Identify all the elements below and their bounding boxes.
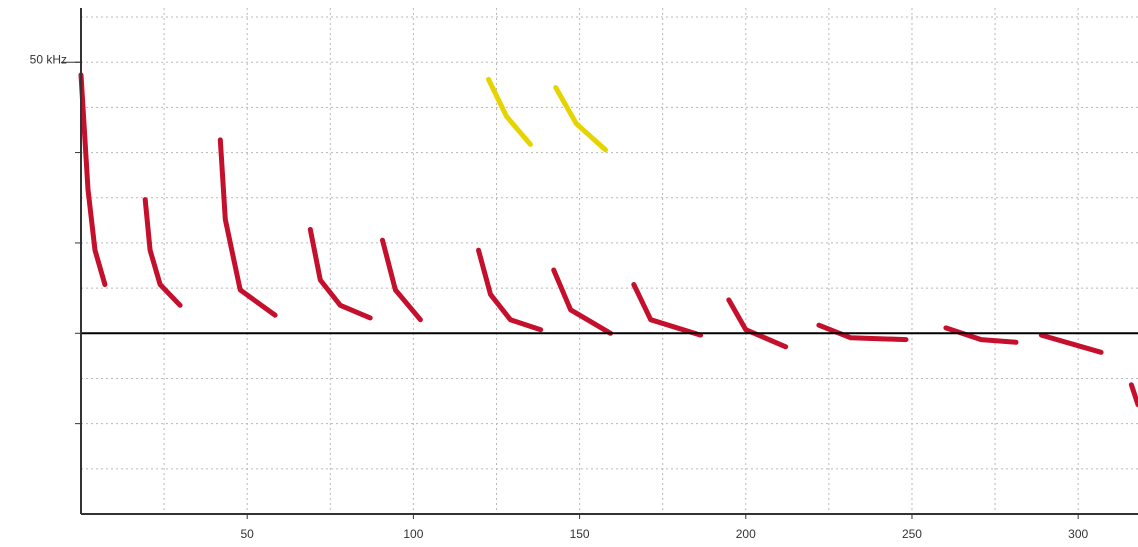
call-trace [486,76,533,147]
x-tick-label: 200 [736,527,756,541]
call-trace [726,297,789,350]
x-tick-label: 300 [1068,527,1088,541]
x-tick-label: 150 [570,527,590,541]
call-trace [142,197,183,308]
call-trace [476,247,544,333]
x-tick-label: 250 [902,527,922,541]
call-trace [217,137,278,318]
call-trace [631,282,704,338]
call-trace [553,85,608,153]
y-tick-label: 50 kHz [30,52,67,66]
x-tick-label: 100 [403,527,423,541]
call-trace [816,322,909,343]
call-trace [1128,382,1138,408]
call-trace [307,226,373,321]
x-tick-label: 50 [241,527,255,541]
call-trace [943,325,1019,345]
call-trace [380,237,423,323]
call-trace [551,267,613,336]
call-trace [78,72,108,287]
call-trace [1038,332,1104,355]
